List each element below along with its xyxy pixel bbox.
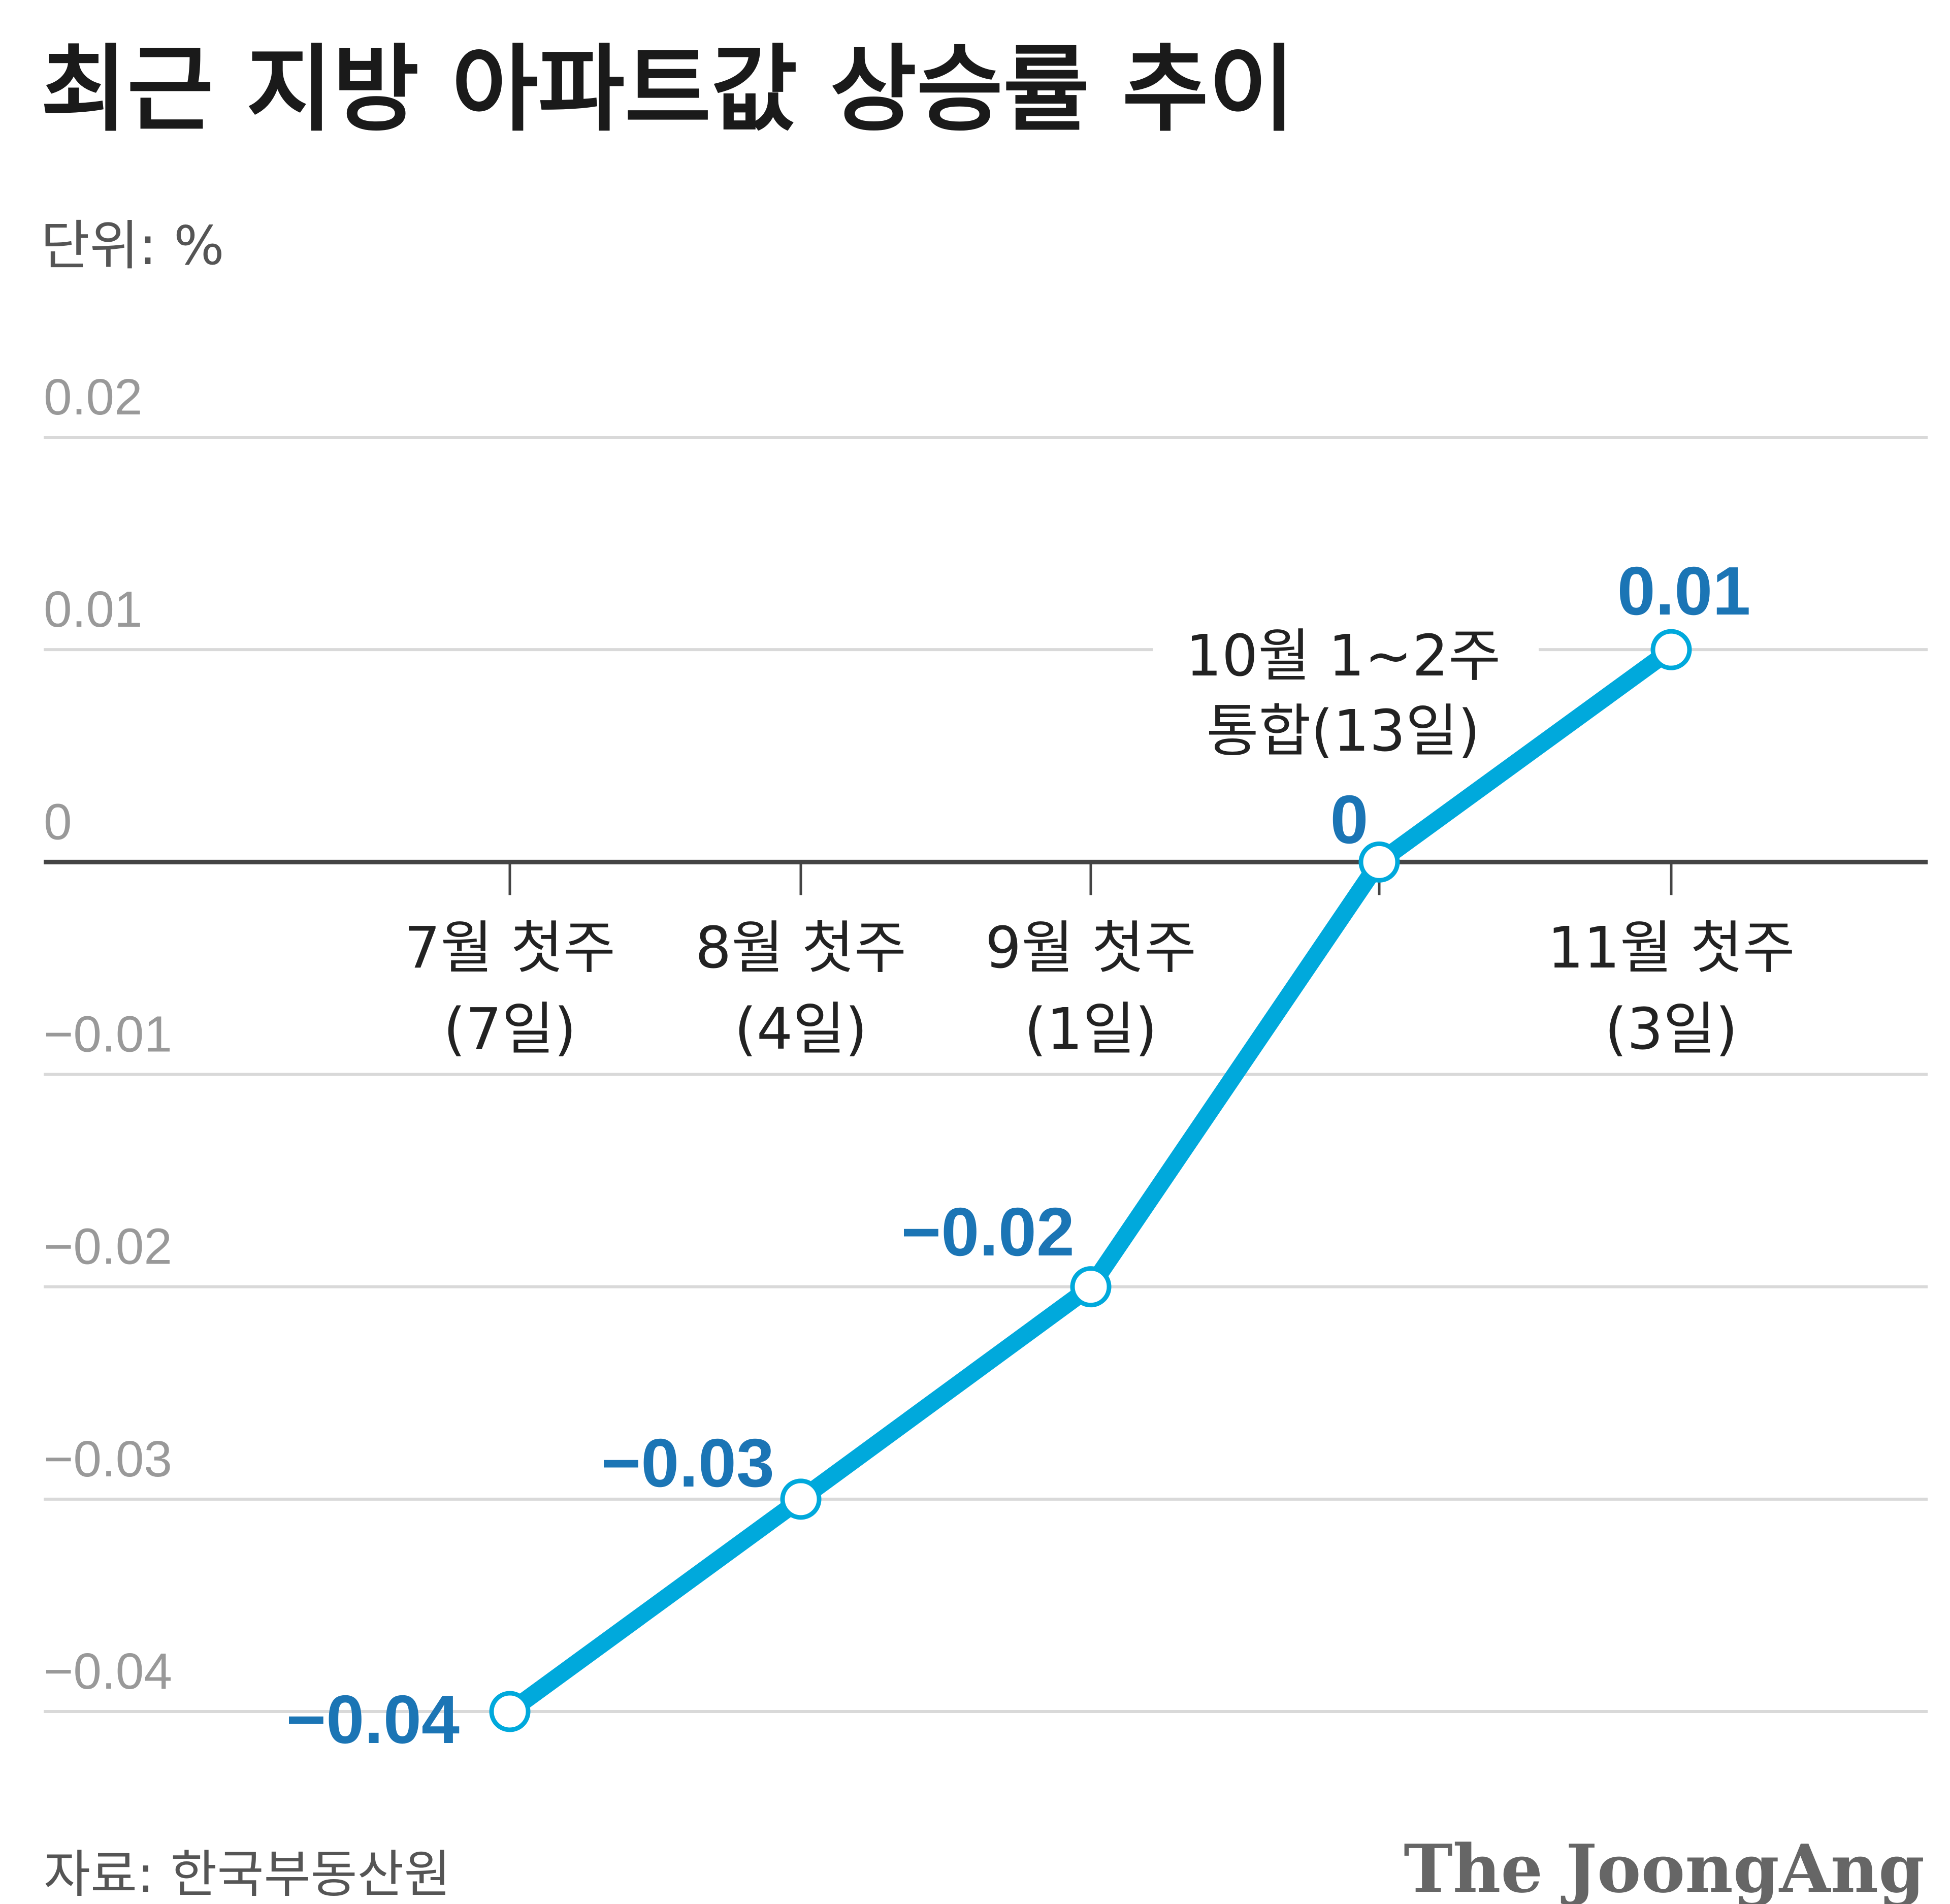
data-label: −0.03 xyxy=(601,1425,774,1501)
data-label: −0.02 xyxy=(901,1193,1075,1270)
y-tick-label: −0.01 xyxy=(44,1006,172,1063)
y-tick-label: 0.02 xyxy=(44,369,143,426)
data-label: 0.01 xyxy=(1617,553,1751,629)
unit-label: 단위: % xyxy=(41,215,224,277)
data-point xyxy=(1358,841,1400,883)
y-tick-label: −0.03 xyxy=(44,1431,172,1488)
category-label: 11월 첫주 xyxy=(1547,915,1795,981)
x-tick-marks xyxy=(508,862,1673,895)
category-label: 7월 첫주 xyxy=(404,915,615,981)
chart-title: 최근 지방 아파트값 상승률 추이 xyxy=(41,35,1295,144)
data-label: 0 xyxy=(1330,781,1368,858)
y-tick-labels: 0.02 0.01 0 −0.01 −0.02 −0.03 −0.04 xyxy=(44,369,172,1700)
series-polyline xyxy=(501,641,1680,1720)
category-label: 9월 첫주 xyxy=(985,915,1196,981)
category-label: 8월 첫주 xyxy=(695,915,906,981)
gridlines xyxy=(44,436,1928,1713)
data-point xyxy=(1650,629,1692,670)
y-tick-label: −0.04 xyxy=(44,1643,172,1700)
category-label: (3일) xyxy=(1605,996,1738,1062)
y-tick-label: −0.02 xyxy=(44,1218,172,1275)
data-point xyxy=(1070,1266,1112,1308)
category-label: (7일) xyxy=(443,996,576,1062)
series-line xyxy=(489,629,1692,1732)
label-backdrop xyxy=(1153,639,1539,660)
source-note: 자료: 한국부동산원 xyxy=(44,1845,450,1904)
category-label: 10월 1~2주 xyxy=(1186,623,1501,689)
data-point xyxy=(489,1691,531,1732)
x-category-labels: 7월 첫주 (7일) 8월 첫주 (4일) 9월 첫주 (1일) 10월 1~2주통합(13… xyxy=(404,623,1795,1062)
category-label: (1일) xyxy=(1024,996,1157,1062)
category-label: 통합(13일) xyxy=(1206,698,1480,764)
data-labels: −0.04 −0.03 −0.02 0 0.01 xyxy=(286,553,1750,1758)
data-point xyxy=(780,1478,822,1520)
y-tick-label: 0.01 xyxy=(44,581,143,638)
publisher-logo: The JoongAng xyxy=(1404,1830,1925,1904)
y-tick-label: 0 xyxy=(44,793,72,850)
data-label: −0.04 xyxy=(286,1681,460,1758)
category-label: (4일) xyxy=(734,996,867,1062)
